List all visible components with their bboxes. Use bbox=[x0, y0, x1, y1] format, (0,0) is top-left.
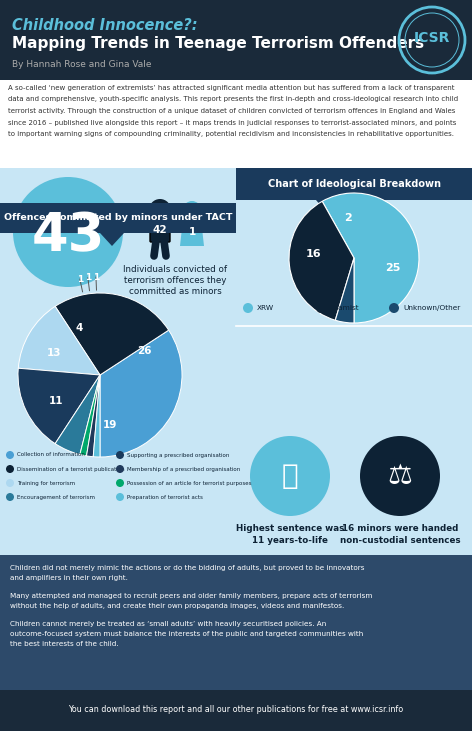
Text: Training for terrorism: Training for terrorism bbox=[17, 480, 75, 485]
Text: Unknown/Other: Unknown/Other bbox=[403, 305, 460, 311]
Text: data and comprehensive, youth-specific analysis. This report presents the first : data and comprehensive, youth-specific a… bbox=[8, 96, 458, 102]
Bar bbox=[0, 690, 472, 731]
FancyBboxPatch shape bbox=[150, 220, 170, 242]
Circle shape bbox=[360, 436, 440, 516]
Polygon shape bbox=[100, 233, 124, 246]
Text: 11: 11 bbox=[49, 396, 64, 406]
Text: By Hannah Rose and Gina Vale: By Hannah Rose and Gina Vale bbox=[12, 60, 152, 69]
Text: 25: 25 bbox=[385, 263, 401, 273]
Text: ⚖: ⚖ bbox=[388, 462, 413, 490]
Text: 1: 1 bbox=[188, 227, 195, 237]
Circle shape bbox=[243, 303, 253, 313]
Circle shape bbox=[116, 493, 124, 501]
Text: non-custodial sentences: non-custodial sentences bbox=[340, 536, 460, 545]
Text: and amplifiers in their own right.: and amplifiers in their own right. bbox=[10, 575, 128, 581]
Text: A so-called ‘new generation of extremists’ has attracted significant media atten: A so-called ‘new generation of extremist… bbox=[8, 85, 455, 91]
Text: ⛓: ⛓ bbox=[282, 462, 298, 490]
Text: 42: 42 bbox=[152, 225, 167, 235]
Text: Supporting a prescribed organisation: Supporting a prescribed organisation bbox=[127, 452, 229, 458]
Wedge shape bbox=[100, 330, 182, 457]
Circle shape bbox=[13, 177, 123, 287]
Text: Childhood Innocence?:: Childhood Innocence?: bbox=[12, 18, 198, 33]
Circle shape bbox=[116, 479, 124, 487]
Polygon shape bbox=[180, 219, 204, 246]
Wedge shape bbox=[18, 306, 100, 375]
Text: ICSR: ICSR bbox=[414, 31, 450, 45]
Text: 26: 26 bbox=[137, 346, 152, 356]
Wedge shape bbox=[18, 368, 100, 444]
Circle shape bbox=[250, 436, 330, 516]
Bar bbox=[236, 168, 472, 200]
Text: Chart of Ideological Breakdown: Chart of Ideological Breakdown bbox=[268, 179, 440, 189]
Text: 1: 1 bbox=[85, 273, 91, 282]
Text: Mapping Trends in Teenage Terrorism Offenders: Mapping Trends in Teenage Terrorism Offe… bbox=[12, 36, 424, 51]
Text: terrorist activity. Through the construction of a unique dataset of children con: terrorist activity. Through the construc… bbox=[8, 108, 455, 114]
Circle shape bbox=[6, 465, 14, 473]
Circle shape bbox=[389, 303, 399, 313]
Text: without the help of adults, and create their own propaganda images, videos and m: without the help of adults, and create t… bbox=[10, 603, 344, 609]
Circle shape bbox=[183, 201, 201, 219]
Text: Children did not merely mimic the actions or do the bidding of adults, but prove: Children did not merely mimic the action… bbox=[10, 565, 364, 571]
Text: 13: 13 bbox=[47, 348, 61, 357]
Text: since 2016 – published live alongside this report – it maps trends in judicial r: since 2016 – published live alongside th… bbox=[8, 119, 456, 126]
Circle shape bbox=[6, 493, 14, 501]
Wedge shape bbox=[335, 258, 354, 323]
Text: outcome-focused system must balance the interests of the public and targeted com: outcome-focused system must balance the … bbox=[10, 631, 363, 637]
Text: Preparation of terrorist acts: Preparation of terrorist acts bbox=[127, 494, 203, 499]
Text: You can download this report and all our other publications for free at www.icsr: You can download this report and all our… bbox=[68, 705, 404, 714]
Circle shape bbox=[6, 451, 14, 459]
Text: Possession of an article for terrorist purposes: Possession of an article for terrorist p… bbox=[127, 480, 252, 485]
Text: 16 minors were handed: 16 minors were handed bbox=[342, 524, 458, 533]
Text: terrorism offences they: terrorism offences they bbox=[124, 276, 226, 285]
Text: 2: 2 bbox=[344, 213, 352, 223]
Text: 43: 43 bbox=[31, 210, 105, 262]
Circle shape bbox=[149, 199, 171, 221]
Circle shape bbox=[6, 479, 14, 487]
Wedge shape bbox=[289, 201, 354, 320]
Text: Collection of information: Collection of information bbox=[17, 452, 85, 458]
Wedge shape bbox=[55, 375, 100, 455]
Text: Membership of a prescribed organisation: Membership of a prescribed organisation bbox=[127, 466, 240, 471]
Text: Encouragement of terrorism: Encouragement of terrorism bbox=[17, 494, 95, 499]
Text: committed as minors: committed as minors bbox=[129, 287, 221, 296]
Text: to important warning signs of compounding criminality, potential recidivism and : to important warning signs of compoundin… bbox=[8, 131, 454, 137]
Wedge shape bbox=[322, 193, 419, 323]
Text: Children cannot merely be treated as ‘small adults’ with heavily securitised pol: Children cannot merely be treated as ‘sm… bbox=[10, 621, 326, 627]
Text: Dissemination of a terrorist publication: Dissemination of a terrorist publication bbox=[17, 466, 125, 471]
Text: 1: 1 bbox=[77, 275, 83, 284]
Polygon shape bbox=[316, 200, 336, 212]
Text: 1: 1 bbox=[93, 273, 99, 281]
Circle shape bbox=[116, 451, 124, 459]
Text: Individuals convicted of: Individuals convicted of bbox=[123, 265, 227, 274]
Wedge shape bbox=[86, 375, 100, 457]
Bar bbox=[0, 0, 472, 80]
Text: 4: 4 bbox=[76, 323, 83, 333]
Text: 16: 16 bbox=[306, 249, 322, 259]
Text: Offences committed by minors under TACT: Offences committed by minors under TACT bbox=[4, 213, 232, 222]
Wedge shape bbox=[55, 293, 169, 375]
Text: Many attempted and managed to recruit peers and older family members, prepare ac: Many attempted and managed to recruit pe… bbox=[10, 593, 372, 599]
Text: Islamist: Islamist bbox=[330, 305, 359, 311]
Text: XRW: XRW bbox=[257, 305, 274, 311]
Bar bbox=[0, 203, 236, 233]
Wedge shape bbox=[80, 375, 100, 456]
Text: Highest sentence was: Highest sentence was bbox=[236, 524, 344, 533]
Wedge shape bbox=[93, 375, 100, 457]
Text: 11 years-to-life: 11 years-to-life bbox=[252, 536, 328, 545]
Bar bbox=[0, 555, 472, 690]
Circle shape bbox=[116, 465, 124, 473]
Text: the best interests of the child.: the best interests of the child. bbox=[10, 641, 118, 647]
Circle shape bbox=[316, 303, 326, 313]
Text: 19: 19 bbox=[103, 420, 118, 430]
Bar bbox=[0, 168, 472, 555]
